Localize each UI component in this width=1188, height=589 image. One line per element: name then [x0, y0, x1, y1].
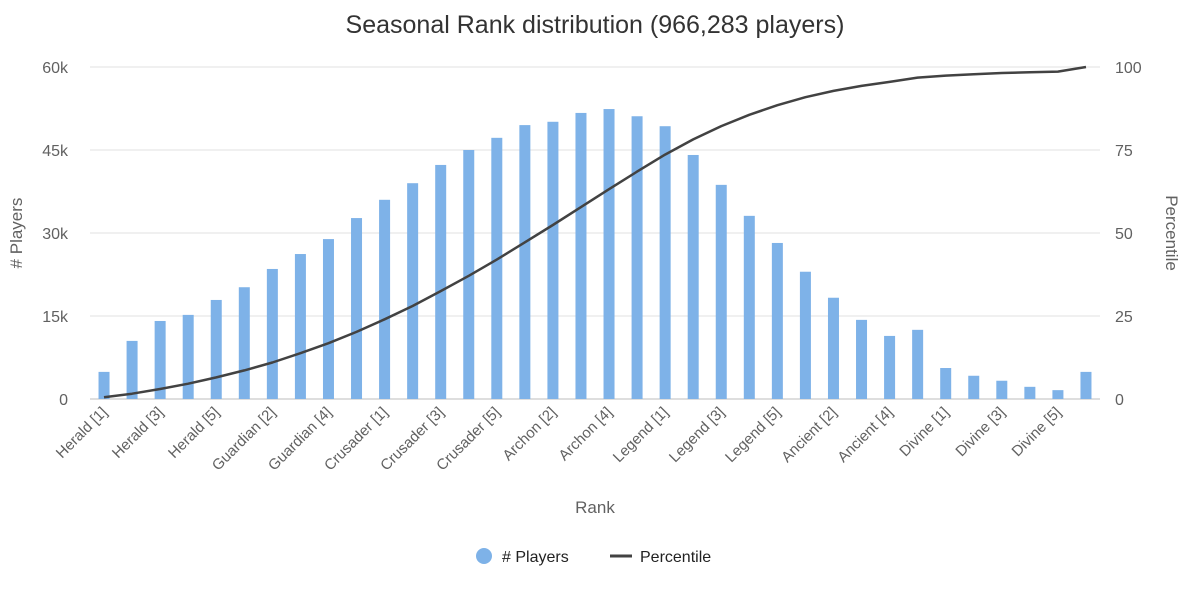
- bar: [1080, 371, 1092, 399]
- y-axis-title: # Players: [7, 198, 26, 269]
- legend: # Players Percentile: [476, 548, 711, 566]
- y-tick-label: 60k: [42, 60, 69, 77]
- y-tick-label: 0: [59, 392, 68, 409]
- bar: [603, 109, 615, 399]
- bar: [631, 116, 643, 399]
- bar: [322, 239, 334, 399]
- x-tick-label: Archon [4]: [555, 404, 615, 464]
- bar: [182, 314, 194, 399]
- bar: [266, 268, 278, 399]
- bar: [210, 299, 222, 399]
- legend-bar-swatch: [476, 548, 492, 564]
- bar: [1024, 386, 1036, 399]
- bar: [407, 183, 419, 399]
- y2-tick-label: 100: [1115, 60, 1142, 77]
- bar: [238, 287, 250, 399]
- bar: [771, 242, 783, 399]
- y2-tick-label: 50: [1115, 226, 1133, 243]
- y2-tick-label: 0: [1115, 392, 1124, 409]
- bar: [799, 271, 811, 399]
- y-tick-label: 45k: [42, 143, 69, 160]
- x-tick-label: Ancient [4]: [834, 404, 896, 466]
- bar: [743, 215, 755, 399]
- x-tick-label: Legend [3]: [666, 404, 728, 466]
- x-axis-ticks: Herald [1]Herald [3]Herald [5]Guardian […: [53, 404, 1065, 474]
- x-tick-label: Ancient [2]: [778, 404, 840, 466]
- bar: [379, 199, 391, 399]
- bar: [126, 340, 138, 399]
- bar: [884, 335, 896, 399]
- y-tick-label: 30k: [42, 226, 69, 243]
- legend-item-players[interactable]: # Players: [476, 548, 569, 566]
- y2-tick-label: 75: [1115, 143, 1133, 160]
- x-tick-label: Herald [3]: [109, 404, 167, 462]
- right-axis-ticks: 0 25 50 75 100: [1115, 60, 1142, 409]
- bar: [659, 126, 671, 399]
- chart-title: Seasonal Rank distribution (966,283 play…: [346, 11, 845, 39]
- bar: [154, 320, 166, 399]
- x-tick-label: Legend [5]: [722, 404, 784, 466]
- x-tick-label: Divine [5]: [1009, 404, 1065, 460]
- bar: [940, 368, 952, 399]
- bar: [1052, 390, 1064, 399]
- bar: [827, 297, 839, 399]
- y2-axis-title: Percentile: [1162, 195, 1181, 271]
- bar: [98, 371, 110, 399]
- bar: [491, 137, 503, 399]
- bar: [912, 329, 924, 399]
- gridlines: [90, 66, 1100, 400]
- x-tick-label: Herald [1]: [53, 404, 111, 462]
- x-tick-label: Divine [1]: [896, 404, 952, 460]
- bar: [435, 164, 447, 399]
- bar: [294, 254, 306, 399]
- bar: [715, 184, 727, 399]
- bar: [996, 380, 1008, 399]
- x-tick-label: Archon [2]: [499, 404, 559, 464]
- legend-item-percentile[interactable]: Percentile: [610, 549, 711, 566]
- bar: [856, 319, 868, 399]
- x-tick-label: Divine [3]: [952, 404, 1008, 460]
- bar: [547, 121, 559, 399]
- x-tick-label: Legend [1]: [610, 404, 672, 466]
- y-tick-label: 15k: [42, 309, 69, 326]
- bar-series: [98, 109, 1092, 399]
- line-series: [103, 65, 1087, 399]
- x-axis-title: Rank: [575, 498, 615, 517]
- y2-tick-label: 25: [1115, 309, 1133, 326]
- legend-label-players: # Players: [502, 549, 569, 566]
- x-tick-label: Herald [5]: [165, 404, 223, 462]
- left-axis-ticks: 0 15k 30k 45k 60k: [42, 60, 69, 409]
- bar: [687, 154, 699, 399]
- bar: [519, 125, 531, 399]
- percentile-line: [103, 65, 1087, 399]
- bar: [575, 112, 587, 399]
- bar: [351, 218, 363, 399]
- bar: [968, 375, 980, 399]
- legend-label-percentile: Percentile: [640, 549, 711, 566]
